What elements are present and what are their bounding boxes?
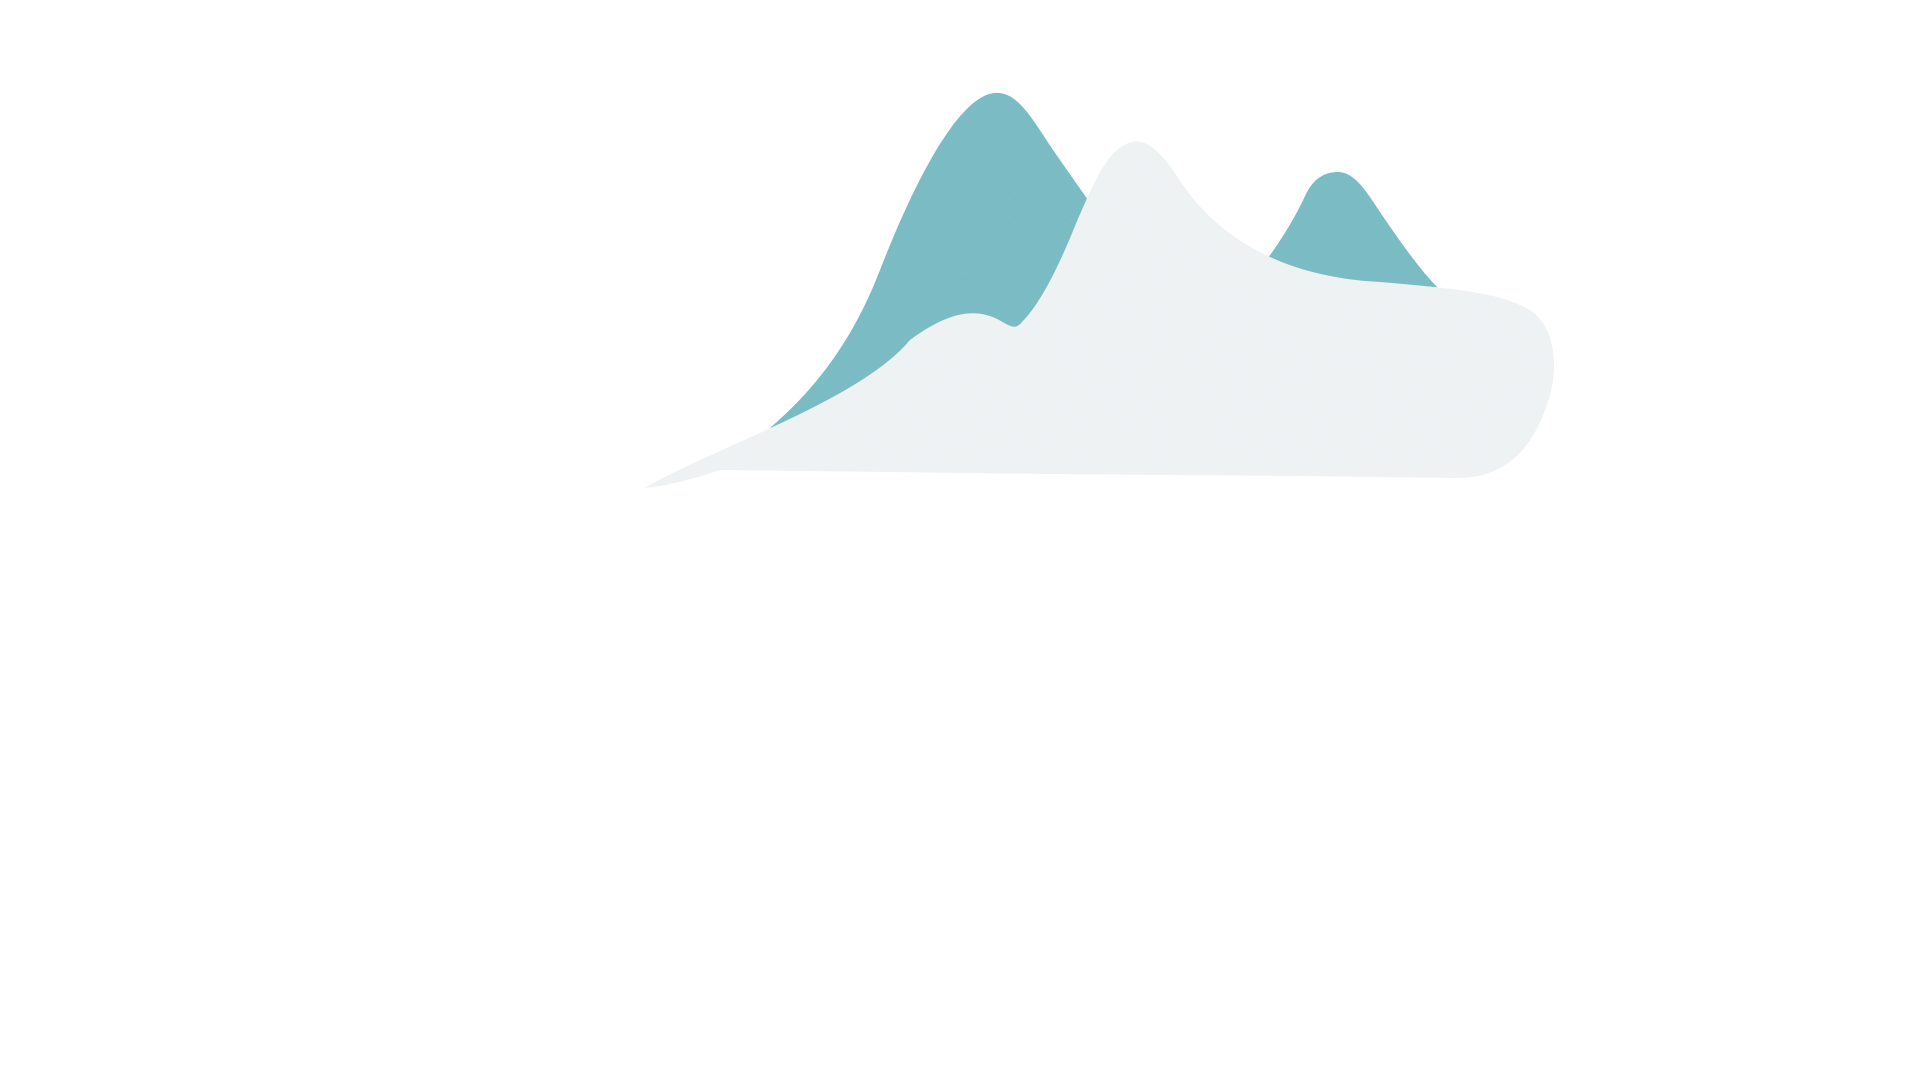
front-pale-hill bbox=[644, 141, 1555, 488]
right-teal-peak bbox=[1265, 172, 1440, 300]
